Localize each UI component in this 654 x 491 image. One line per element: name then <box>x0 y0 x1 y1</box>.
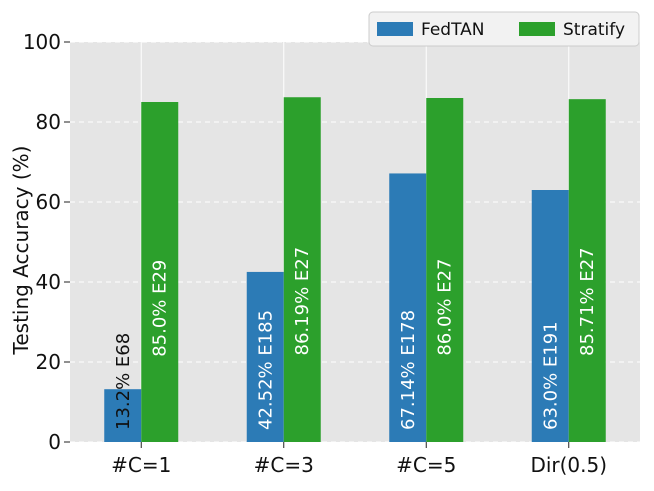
y-axis-title: Testing Accuracy (%) <box>9 146 33 356</box>
y-tick-label: 60 <box>36 190 61 214</box>
x-tick-label: #C=5 <box>396 453 456 477</box>
y-tick-label: 80 <box>36 110 61 134</box>
bar-label-stratify-3: 85.71% E27 <box>577 247 598 356</box>
bar-label-stratify-0: 85.0% E29 <box>150 260 171 357</box>
bar-label-stratify-2: 86.0% E27 <box>435 258 456 355</box>
bars: 13.2% E68 42.52% E185 67.14% E178 63.0% E19… <box>104 97 606 443</box>
bar-fedtan-1 <box>246 271 284 442</box>
legend-swatch-stratify <box>519 22 555 36</box>
y-tick-label: 100 <box>23 30 61 54</box>
bar-label-fedtan-1: 42.52% E185 <box>255 310 276 430</box>
legend-box <box>368 11 640 47</box>
legend-label-stratify: Stratify <box>563 20 625 40</box>
x-tick-label: Dir(0.5) <box>530 453 607 477</box>
bar-stratify-2 <box>426 98 464 442</box>
x-tick-label: #C=3 <box>254 453 314 477</box>
x-axis: #C=1 #C=3 #C=5 Dir(0.5) <box>111 442 607 477</box>
x-tick-label: #C=1 <box>111 453 171 477</box>
bar-fedtan-3 <box>531 190 569 442</box>
y-axis: 0 20 40 60 80 100 <box>23 30 70 454</box>
bar-label-fedtan-0: 13.2% E68 <box>113 333 134 430</box>
legend-swatch-fedtan <box>377 22 413 36</box>
y-tick-label: 0 <box>48 430 61 454</box>
y-tick-label: 40 <box>36 270 61 294</box>
bar-label-fedtan-2: 67.14% E178 <box>398 310 419 430</box>
bar-stratify-3 <box>568 99 606 442</box>
y-tick-label: 20 <box>36 350 61 374</box>
bar-stratify-0 <box>141 102 179 442</box>
legend-label-fedtan: FedTAN <box>421 20 485 40</box>
bar-label-fedtan-3: 63.0% E191 <box>540 321 561 430</box>
bar-fedtan-2 <box>389 173 427 442</box>
bar-stratify-1 <box>283 97 321 443</box>
legend: FedTAN Stratify <box>368 11 640 47</box>
bar-fedtan-0 <box>104 389 142 442</box>
bar-label-stratify-1: 86.19% E27 <box>292 247 313 356</box>
